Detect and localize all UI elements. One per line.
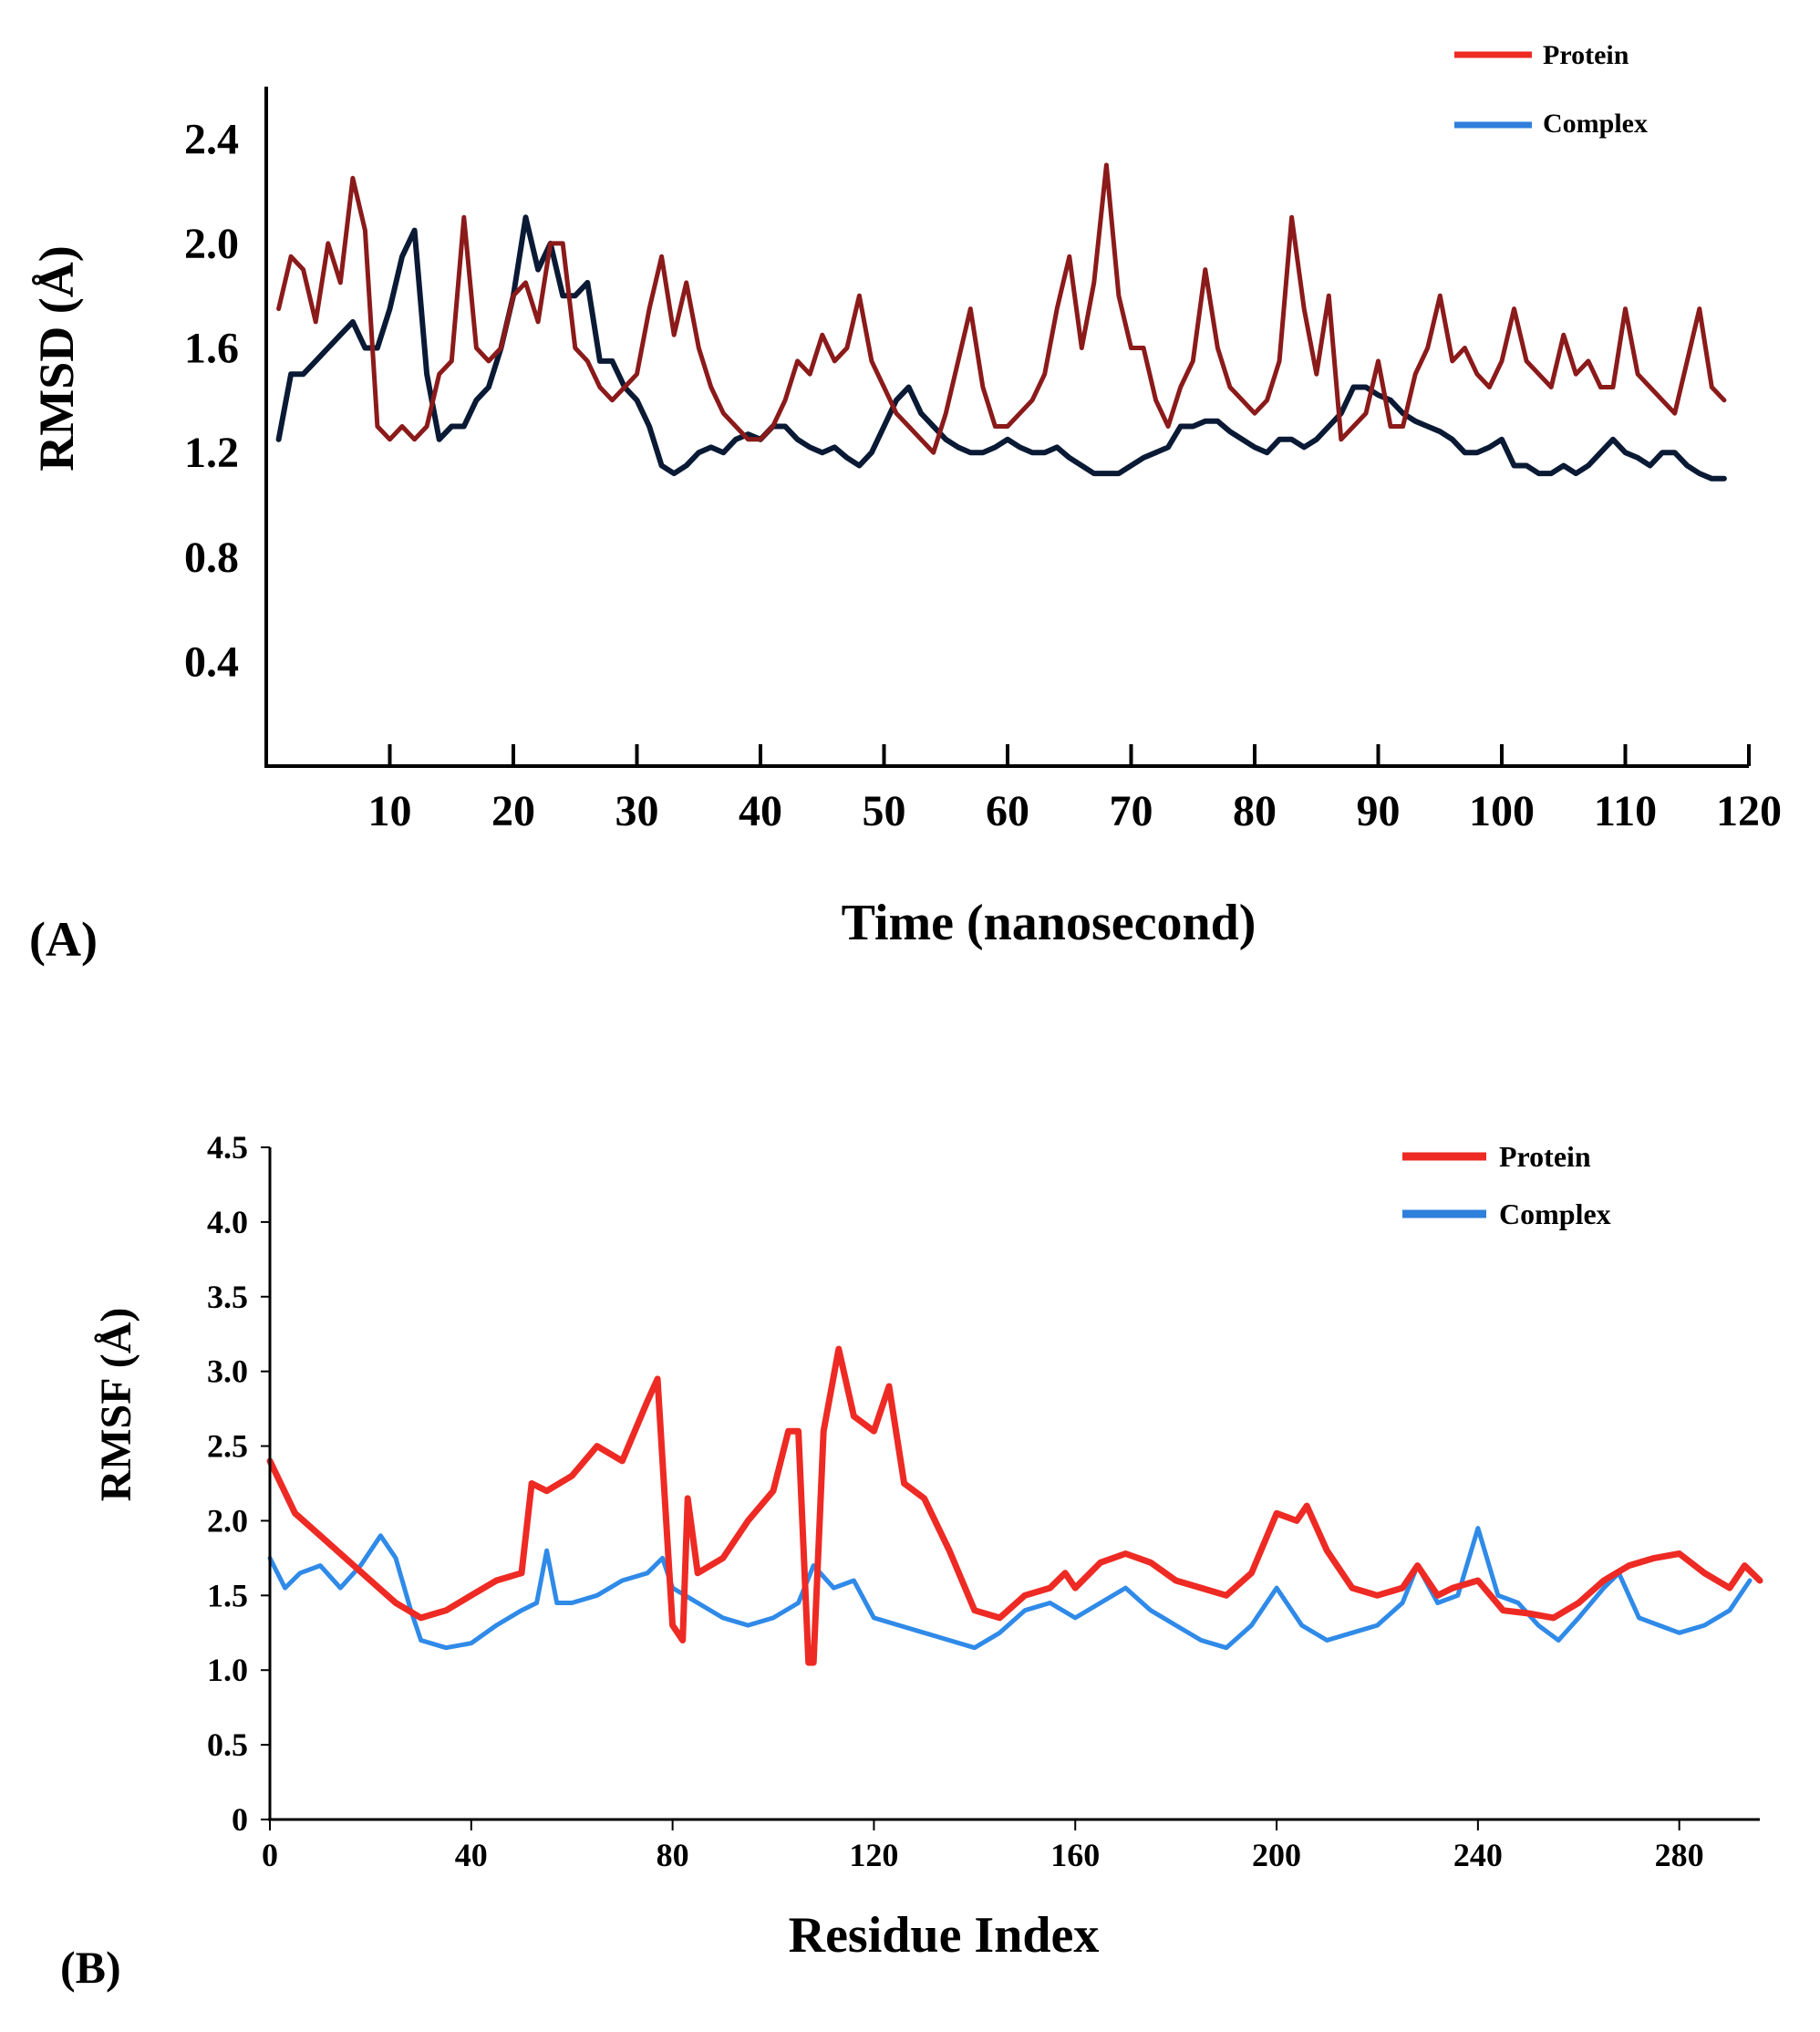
x-tick-label: 240 bbox=[1453, 1837, 1503, 1873]
x-tick-label: 60 bbox=[986, 787, 1029, 835]
y-tick-label: 1.0 bbox=[207, 1652, 248, 1688]
legend-a: Protein Complex bbox=[1454, 40, 1648, 139]
x-tick-label: 110 bbox=[1594, 787, 1657, 835]
y-ticks-a: 0.4 0.8 1.2 1.6 2.0 2.4 bbox=[184, 115, 239, 686]
series-line-complex bbox=[267, 1526, 1753, 1651]
y-tick-label: 0 bbox=[232, 1801, 248, 1838]
series-line-protein bbox=[276, 162, 1727, 455]
x-tick-label: 40 bbox=[455, 1837, 488, 1873]
series-line-complex bbox=[275, 214, 1727, 482]
x-tick-label: 80 bbox=[657, 1837, 689, 1873]
x-tick-label: 40 bbox=[739, 787, 782, 835]
plot-area-a bbox=[275, 162, 1727, 482]
legend-b: Protein Complex bbox=[1402, 1140, 1611, 1230]
y-tick-label: 2.0 bbox=[184, 220, 239, 268]
y-tick-label: 3.5 bbox=[207, 1279, 248, 1315]
x-tick-label: 50 bbox=[863, 787, 906, 835]
x-tick-label: 80 bbox=[1233, 787, 1277, 835]
x-tick-label: 20 bbox=[491, 787, 535, 835]
y-axis-title-b: RMSF (Å) bbox=[92, 1308, 140, 1502]
series-line-protein bbox=[266, 1345, 1763, 1666]
y-tick-label: 2.4 bbox=[184, 115, 239, 163]
y-tick-label: 0.4 bbox=[184, 638, 239, 686]
y-tick-label: 0.8 bbox=[184, 534, 239, 582]
x-tick-label: 280 bbox=[1655, 1837, 1704, 1873]
y-axis-title-a: RMSD (Å) bbox=[29, 245, 84, 471]
panel-b: Protein Complex 0 0.5 1.0 1.5 2.0 2.5 3.0 3.5 4.… bbox=[60, 1129, 1763, 1993]
y-tick-label: 4.5 bbox=[207, 1129, 248, 1166]
x-tick-label: 160 bbox=[1050, 1837, 1100, 1873]
legend-b-complex-label: Complex bbox=[1499, 1197, 1611, 1230]
x-ticks-b: 0 40 80 120 160 200 240 280 bbox=[262, 1819, 1704, 1873]
x-tick-label: 200 bbox=[1252, 1837, 1301, 1873]
y-tick-label: 2.5 bbox=[207, 1428, 248, 1465]
y-tick-label: 3.0 bbox=[207, 1353, 248, 1390]
x-axis-title-a: Time (nanosecond) bbox=[842, 895, 1256, 951]
y-ticks-b: 0 0.5 1.0 1.5 2.0 2.5 3.0 3.5 4.0 4.5 bbox=[207, 1129, 270, 1838]
x-ticks-a: 10 20 30 40 50 60 70 80 90 100 110 120 bbox=[368, 744, 1782, 835]
panel-label-a: (A) bbox=[29, 912, 98, 967]
x-tick-label: 120 bbox=[849, 1837, 898, 1873]
plot-area-b bbox=[266, 1345, 1763, 1666]
x-tick-label: 10 bbox=[368, 787, 412, 835]
legend-a-protein-label: Protein bbox=[1543, 40, 1629, 70]
y-tick-label: 4.0 bbox=[207, 1204, 248, 1240]
y-tick-label: 1.6 bbox=[184, 325, 239, 373]
x-tick-label: 30 bbox=[615, 787, 659, 835]
y-tick-label: 1.5 bbox=[207, 1577, 248, 1613]
legend-a-complex-label: Complex bbox=[1543, 109, 1648, 139]
x-tick-label: 0 bbox=[262, 1837, 278, 1873]
x-axis-title-b: Residue Index bbox=[789, 1907, 1100, 1964]
panel-a: Protein Complex 0.4 0.8 1.2 1.6 2.0 2.4 10 20 3… bbox=[29, 40, 1782, 967]
legend-b-protein-label: Protein bbox=[1499, 1140, 1591, 1173]
x-tick-label: 70 bbox=[1110, 787, 1153, 835]
y-tick-label: 1.2 bbox=[184, 429, 239, 477]
x-tick-label: 120 bbox=[1716, 787, 1782, 835]
panel-label-b: (B) bbox=[60, 1942, 121, 1993]
x-tick-label: 100 bbox=[1469, 787, 1535, 835]
y-tick-label: 0.5 bbox=[207, 1726, 248, 1763]
y-tick-label: 2.0 bbox=[207, 1502, 248, 1539]
x-tick-label: 90 bbox=[1357, 787, 1401, 835]
